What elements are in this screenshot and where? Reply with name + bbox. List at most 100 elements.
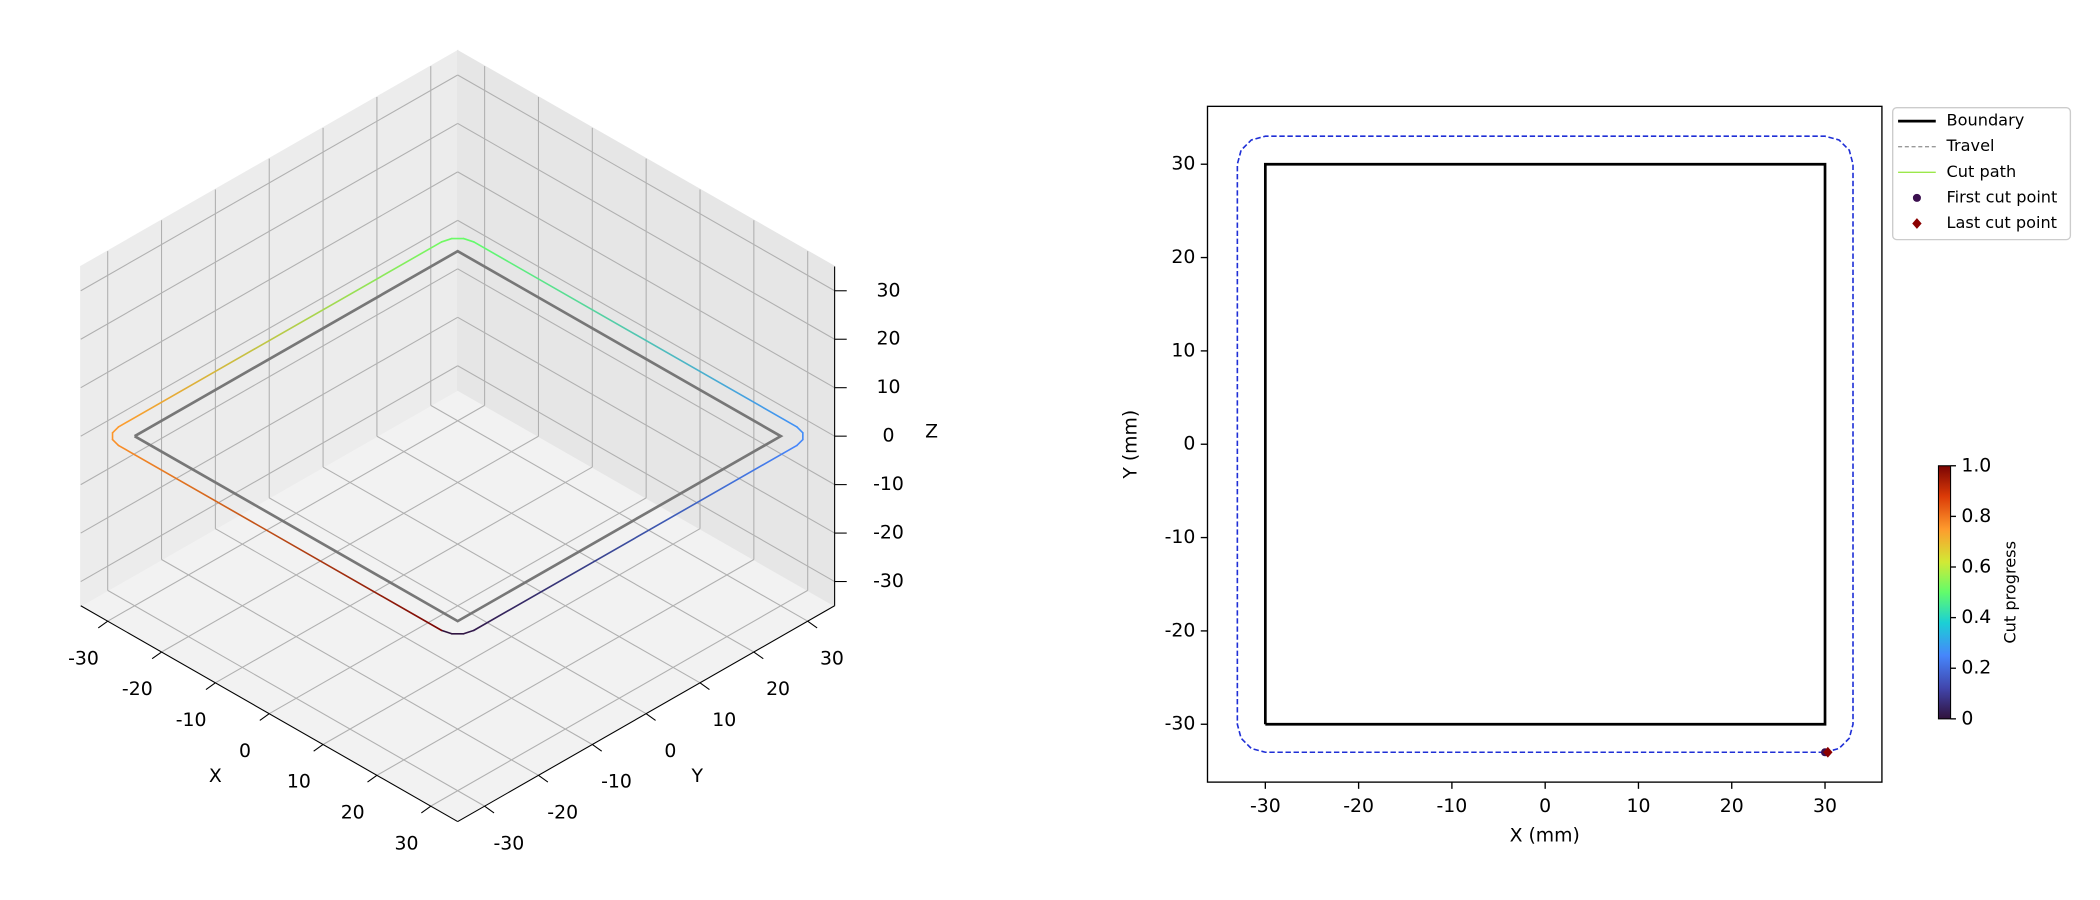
x-axis-label: X (mm) [1510,825,1580,846]
y-tick-label: -10 [1165,527,1196,548]
z-axis-label: Z [925,422,938,443]
grid-line [457,74,835,292]
x-tick-label: 10 [287,772,311,793]
grid-line [80,365,458,583]
x-tick-label: 30 [395,833,419,854]
legend-label: Boundary [1947,111,2025,130]
x-tick-label: -30 [1250,796,1281,817]
z-tick-label: -30 [873,571,904,592]
grid-line [80,268,458,486]
grid-line [107,589,485,807]
series-line [1263,162,1827,726]
grid-line [80,122,458,340]
x-tick-label: 0 [1539,796,1551,817]
y-tick-label: -20 [547,803,578,824]
x-tick-label: -10 [176,710,207,731]
grid-line [430,404,808,622]
y-tick-label: 20 [1171,247,1195,268]
cut-path-segment [462,629,475,635]
y-tick-label: 0 [1183,434,1195,455]
x-tick-label: 20 [341,803,365,824]
colorbar-tick-label: 0.4 [1961,607,1991,628]
y-axis-label: Y [691,766,704,787]
plot-area [1206,105,1883,783]
grid-line [268,497,647,715]
x-tick-label: -20 [122,679,153,700]
x-tick-label: 0 [239,741,251,762]
tick-mark [151,651,162,660]
grid-line [457,171,835,389]
grid-line [457,219,835,437]
grid-line [80,219,458,437]
series-line [1236,135,1854,754]
tick-mark [367,774,378,783]
cut-path-segment [462,237,475,243]
grid-line [322,466,701,684]
tick-mark [753,651,764,660]
tick-mark [421,805,432,814]
legend-marker [1912,193,1921,202]
legend-marker [1912,218,1922,229]
tick-mark [313,744,324,752]
grid-line [457,316,835,534]
y-axis-label: Y (mm) [1120,410,1141,480]
colorbar-tick-label: 0.6 [1961,557,1991,578]
tick-mark [538,774,549,783]
y-tick-label: 0 [664,741,676,762]
legend-box [1892,107,2072,241]
tick-mark [807,620,818,629]
cut-path-segment [796,426,804,434]
y-tick-label: 30 [820,648,844,669]
boundary-line [133,249,784,623]
colorbar-tick-label: 0.8 [1961,506,1991,527]
y-tick-label: 30 [1171,154,1195,175]
grid-line [161,559,539,776]
colorbar [1937,465,1952,720]
cut-path-segment [796,438,804,447]
tick-mark [484,805,495,814]
x-tick-label: 20 [1720,796,1744,817]
colorbar-tick-label: 0 [1961,708,1973,729]
y-tick-label: 10 [1171,340,1195,361]
cut-path-segment [117,241,443,428]
cut-path-segment [473,241,798,428]
cut-path-segment [440,237,453,243]
tick-mark [205,682,216,691]
cut-path-segment [111,438,120,447]
grid-line [80,171,458,389]
grid-line [376,435,755,653]
grid-line [457,122,835,340]
y-tick-label: -10 [601,772,632,793]
cut-path-segment [440,629,453,635]
tick-mark [591,744,603,752]
x-tick-label: 30 [1813,796,1837,817]
y-tick-label: -30 [493,833,524,854]
colorbar-tick-label: 0.2 [1961,658,1991,679]
x-tick-label: -10 [1437,796,1468,817]
colorbar-label: Cut progress [2001,541,2020,644]
tick-mark [645,713,656,721]
x-tick-label: -20 [1343,796,1374,817]
z-tick-label: -20 [873,523,904,544]
legend-label: First cut point [1947,187,2058,206]
grid-line [457,365,835,583]
z-tick-label: -10 [873,474,904,495]
y-tick-label: -30 [1165,714,1196,735]
y-tick-label: 20 [766,679,790,700]
grid-line [80,74,458,292]
z-tick-label: 30 [876,280,900,301]
y-tick-label: -20 [1165,620,1196,641]
x-axis-label: X [209,766,222,787]
tick-mark [699,682,710,691]
tick-mark [97,620,109,629]
legend-label: Cut path [1947,162,2017,181]
y-tick-label: 10 [712,710,736,731]
colorbar-tick-label: 1.0 [1961,455,1991,476]
z-tick-label: 0 [882,426,894,447]
grid-line [215,528,593,745]
legend-label: Last cut point [1947,213,2057,232]
grid-line [457,268,835,486]
grid-line [80,316,458,534]
x-tick-label: -30 [68,648,99,669]
